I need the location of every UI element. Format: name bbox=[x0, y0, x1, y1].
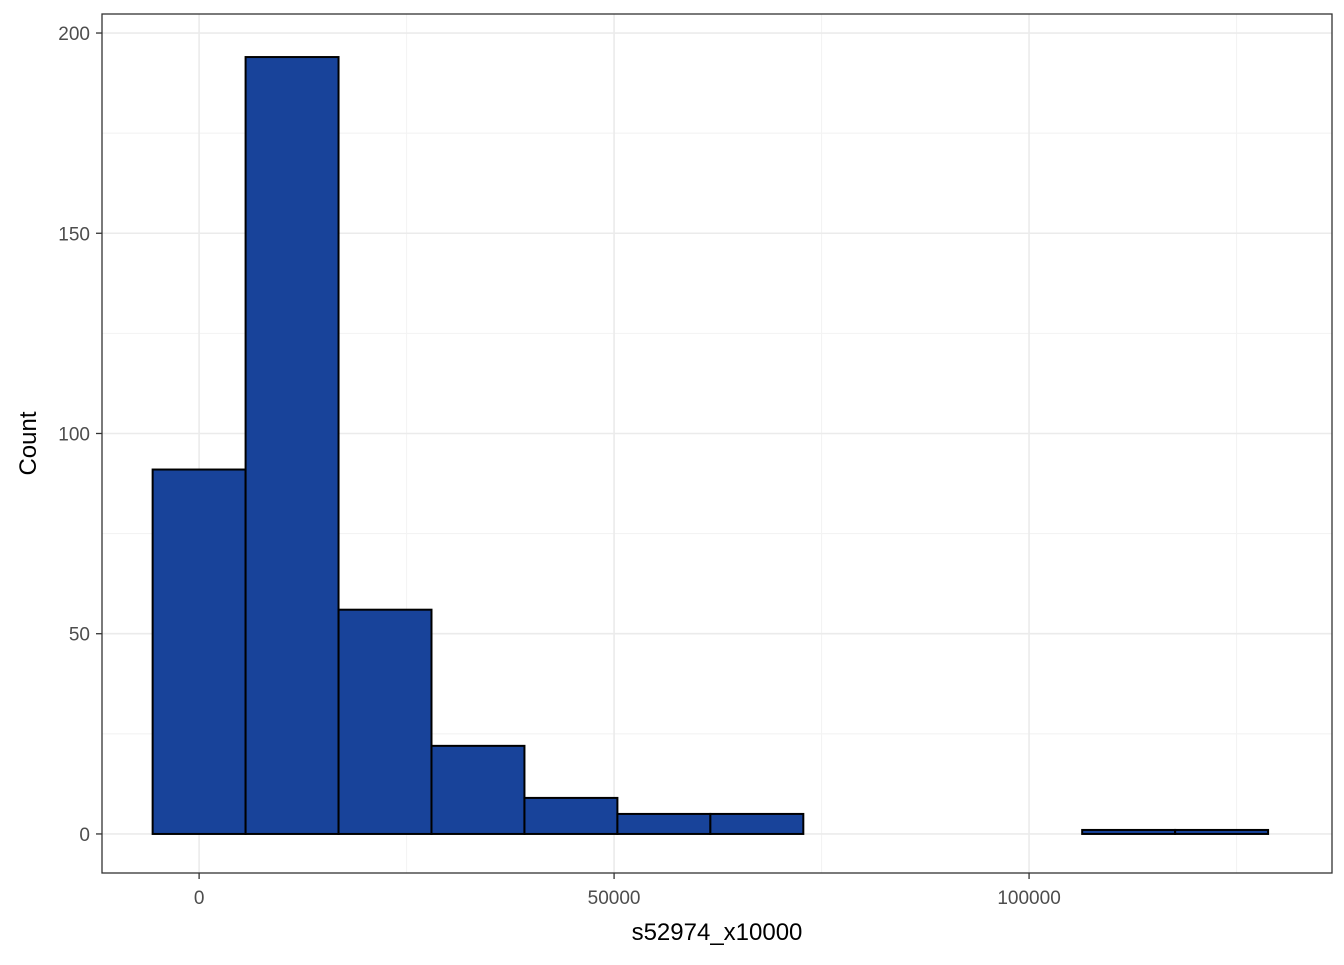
y-axis-title: Count bbox=[15, 411, 42, 475]
histogram-bar-4 bbox=[430, 744, 526, 835]
histogram-bar-3 bbox=[337, 608, 433, 835]
y-tick-label: 0 bbox=[79, 825, 90, 846]
y-tick-label: 200 bbox=[58, 24, 90, 45]
histogram-bar-2 bbox=[244, 56, 340, 835]
y-tick-label: 100 bbox=[58, 424, 90, 445]
histogram-bar-7 bbox=[709, 812, 805, 835]
histogram-bar-11 bbox=[1081, 828, 1177, 835]
panel-border bbox=[101, 13, 1333, 874]
histogram-bar-6 bbox=[616, 812, 712, 835]
bars-layer bbox=[151, 56, 1270, 835]
y-tick-label: 150 bbox=[58, 224, 90, 245]
x-axis-title: s52974_x10000 bbox=[632, 919, 803, 946]
x-tick-label: 100000 bbox=[997, 888, 1060, 909]
x-tick-label: 0 bbox=[194, 888, 205, 909]
y-tick-label: 50 bbox=[69, 625, 90, 646]
histogram-bar-1 bbox=[151, 468, 247, 835]
ticks-layer: 0 50000 100000 0 50 100 150 200 bbox=[58, 24, 1060, 909]
histogram-bar-12 bbox=[1174, 828, 1270, 835]
histogram-bar-5 bbox=[523, 796, 619, 835]
x-tick-label: 50000 bbox=[588, 888, 641, 909]
